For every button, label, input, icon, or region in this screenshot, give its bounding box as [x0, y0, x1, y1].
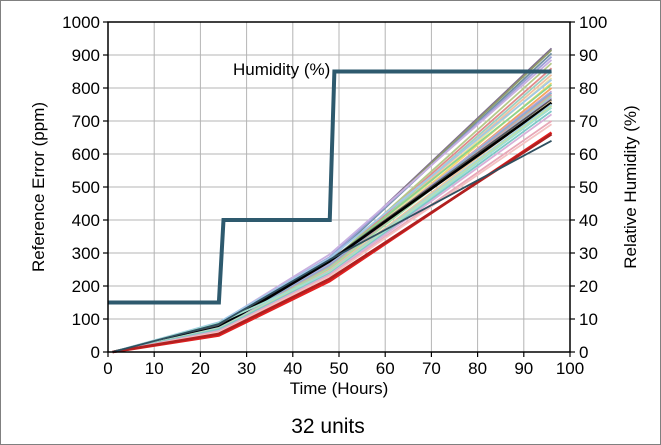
- y-tick-label: 0: [91, 343, 100, 362]
- y-tick-label: 100: [72, 310, 100, 329]
- x-tick-label: 100: [556, 359, 584, 378]
- caption: 32 units: [291, 415, 365, 438]
- x-tick-label: 90: [514, 359, 533, 378]
- y2-tick-label: 0: [579, 343, 588, 362]
- x-tick-label: 40: [283, 359, 302, 378]
- y2-axis-title: Relative Humidity (%): [621, 105, 640, 268]
- y-tick-label: 900: [72, 46, 100, 65]
- humidity-line: [108, 69, 552, 305]
- y2-tick-label: 100: [579, 13, 607, 32]
- x-axis-title: Time (Hours): [290, 379, 389, 398]
- y2-tick-label: 80: [579, 79, 598, 98]
- x-tick-label: 20: [191, 359, 210, 378]
- y-axis-title: Reference Error (ppm): [29, 102, 48, 272]
- y2-tick-label: 10: [579, 310, 598, 329]
- y-tick-label: 1000: [62, 13, 100, 32]
- x-tick-label: 80: [468, 359, 487, 378]
- x-tick-label: 50: [330, 359, 349, 378]
- y2-tick-label: 70: [579, 112, 598, 131]
- y-tick-label: 400: [72, 211, 100, 230]
- x-tick-label: 60: [376, 359, 395, 378]
- humidity-line-group: [108, 69, 552, 305]
- y-tick-label: 800: [72, 79, 100, 98]
- x-tick-label: 70: [422, 359, 441, 378]
- y2-tick-label: 90: [579, 46, 598, 65]
- y-tick-label: 500: [72, 178, 100, 197]
- x-tick-label: 0: [103, 359, 112, 378]
- y2-tick-label: 40: [579, 211, 598, 230]
- y2-tick-label: 50: [579, 178, 598, 197]
- axis-ticks: 0 10 20 30 40 50 60 70 80 90 100010020030040050060…: [62, 13, 607, 378]
- series-line-31: [112, 133, 553, 354]
- y2-tick-label: 30: [579, 244, 598, 263]
- y2-tick-label: 20: [579, 277, 598, 296]
- x-tick-label: 30: [237, 359, 256, 378]
- y-tick-label: 600: [72, 145, 100, 164]
- x-tick-label: 10: [145, 359, 164, 378]
- y-tick-label: 200: [72, 277, 100, 296]
- series-lines: [112, 47, 553, 354]
- y-tick-label: 700: [72, 112, 100, 131]
- y-tick-label: 300: [72, 244, 100, 263]
- y2-tick-label: 60: [579, 145, 598, 164]
- humidity-annotation: Humidity (%): [233, 60, 330, 79]
- series-line-32: [112, 140, 552, 353]
